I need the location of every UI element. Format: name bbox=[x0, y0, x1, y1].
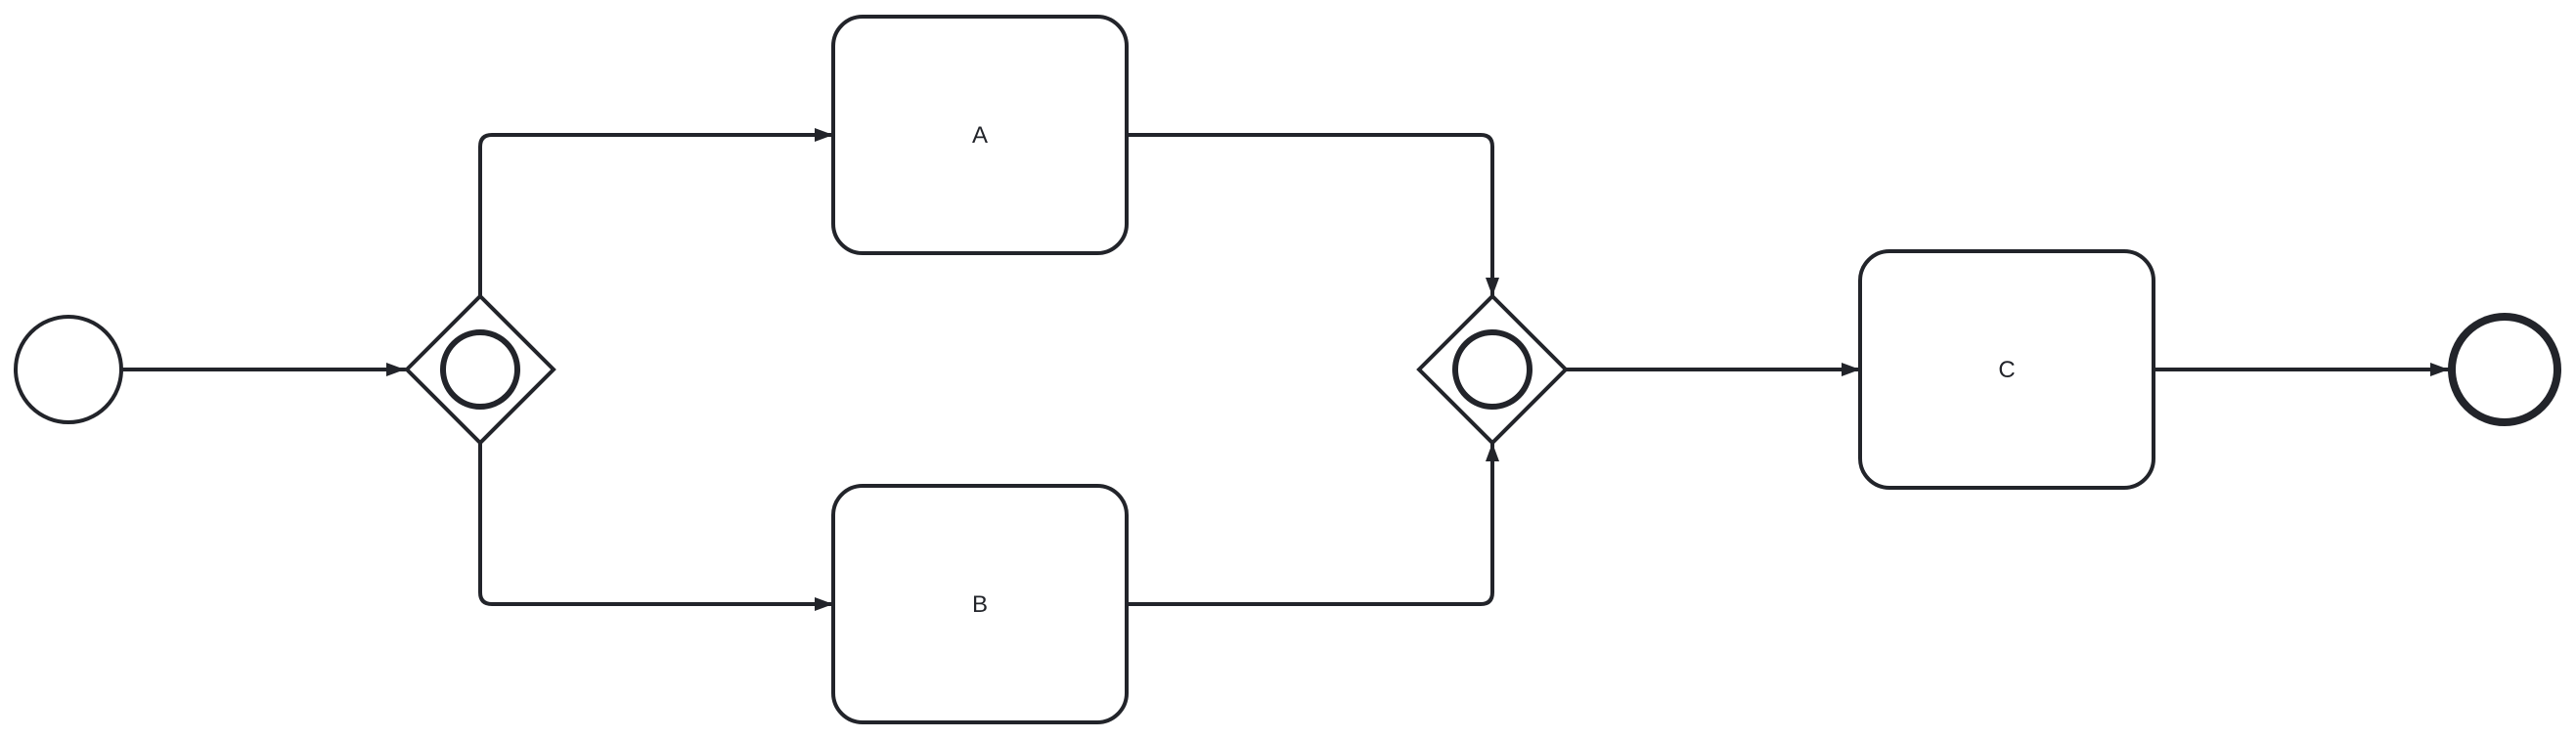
flow-split-to-task-a[interactable] bbox=[478, 128, 835, 298]
task-a-label: A bbox=[972, 122, 988, 149]
flow-task-a-to-join[interactable] bbox=[1125, 133, 1499, 298]
task-b[interactable]: B bbox=[831, 484, 1129, 724]
task-c-label: C bbox=[1998, 357, 2015, 383]
task-b-label: B bbox=[972, 591, 988, 618]
inclusive-gateway-join[interactable] bbox=[1416, 293, 1569, 446]
flow-split-to-task-b[interactable] bbox=[478, 441, 835, 611]
flow-task-b-to-join[interactable] bbox=[1125, 441, 1499, 606]
end-event[interactable] bbox=[2448, 313, 2561, 426]
task-c[interactable]: C bbox=[1858, 249, 2155, 490]
gateway-circle-icon bbox=[440, 329, 520, 410]
task-a[interactable]: A bbox=[831, 15, 1129, 255]
inclusive-gateway-split[interactable] bbox=[404, 293, 556, 446]
start-event[interactable] bbox=[14, 315, 123, 424]
gateway-circle-icon bbox=[1452, 329, 1532, 410]
